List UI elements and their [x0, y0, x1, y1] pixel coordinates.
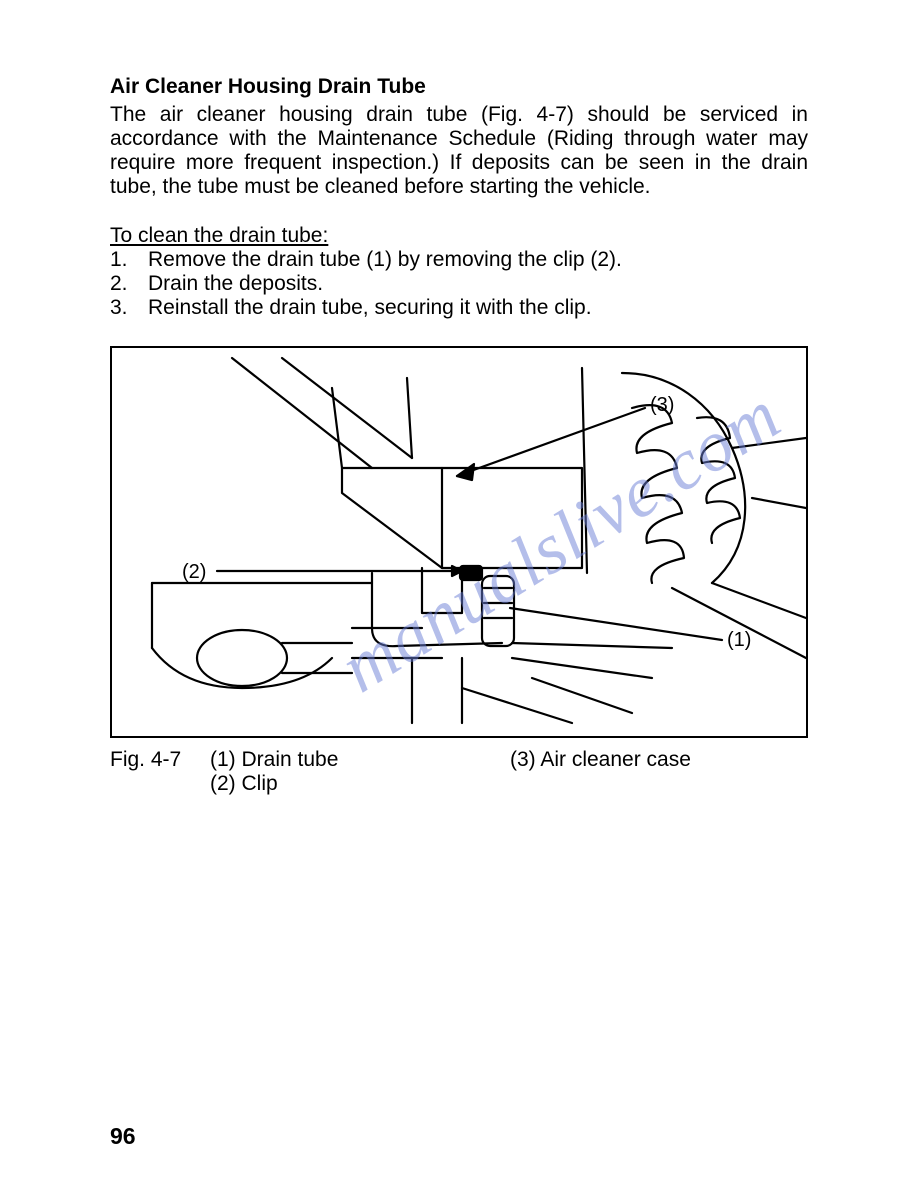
label-3: (3) — [650, 394, 674, 416]
subheading: To clean the drain tube: — [110, 224, 808, 248]
callout-2: (2) Clip — [210, 772, 510, 796]
diagram-svg: (3) (2) (1) — [112, 348, 806, 736]
step-text: Remove the drain tube (1) by removing th… — [148, 248, 808, 272]
step-text: Drain the deposits. — [148, 272, 808, 296]
page-number: 96 — [110, 1123, 136, 1150]
label-1: (1) — [727, 629, 751, 651]
step-number: 2. — [110, 272, 148, 296]
step-row: 1. Remove the drain tube (1) by removing… — [110, 248, 808, 272]
label-2: (2) — [182, 561, 206, 583]
figure-4-7: (3) (2) (1) — [110, 346, 808, 738]
body-paragraph: The air cleaner housing drain tube (Fig.… — [110, 103, 808, 200]
step-text: Reinstall the drain tube, securing it wi… — [148, 296, 808, 320]
figure-label: Fig. 4-7 — [110, 748, 210, 796]
section-heading: Air Cleaner Housing Drain Tube — [110, 75, 808, 99]
step-row: 3. Reinstall the drain tube, securing it… — [110, 296, 808, 320]
step-row: 2. Drain the deposits. — [110, 272, 808, 296]
callout-right-col: (3) Air cleaner case — [510, 748, 808, 796]
callout-1: (1) Drain tube — [210, 748, 510, 772]
steps-list: 1. Remove the drain tube (1) by removing… — [110, 248, 808, 320]
callout-3: (3) Air cleaner case — [510, 748, 808, 772]
figure-caption: Fig. 4-7 (1) Drain tube (2) Clip (3) Air… — [110, 748, 808, 796]
step-number: 1. — [110, 248, 148, 272]
step-number: 3. — [110, 296, 148, 320]
callout-left-col: (1) Drain tube (2) Clip — [210, 748, 510, 796]
